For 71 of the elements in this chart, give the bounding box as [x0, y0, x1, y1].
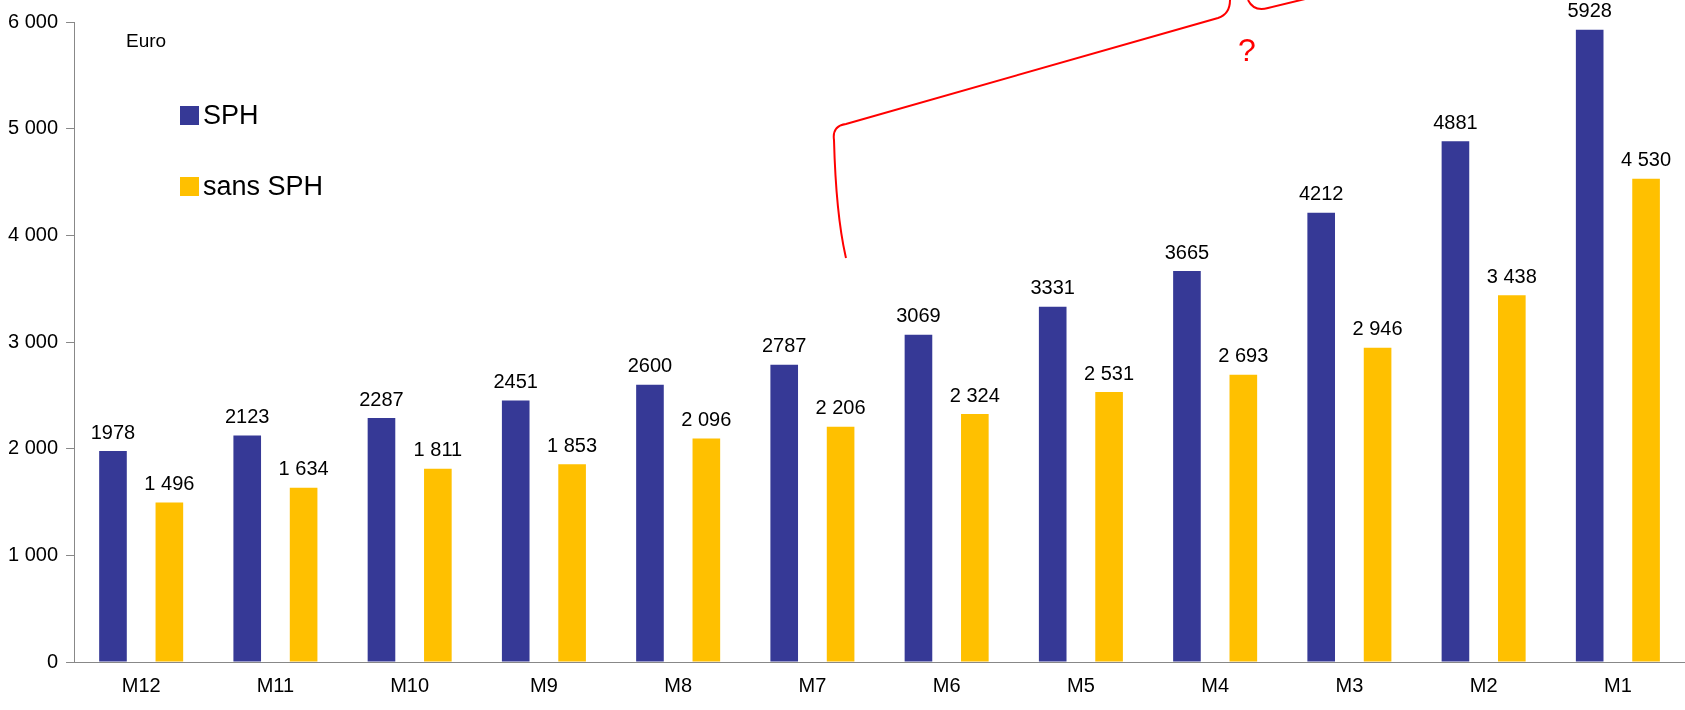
bar: [233, 435, 262, 662]
bar: [1363, 347, 1392, 662]
bar: [1441, 141, 1470, 662]
data-label: 4881: [1433, 110, 1478, 133]
bar: [155, 502, 184, 662]
x-tick-label: M4: [1201, 673, 1230, 696]
y-tick-label: 4 000: [7, 222, 59, 245]
bar: [961, 414, 989, 662]
data-label: 2 096: [681, 407, 732, 430]
data-label: 2123: [224, 405, 270, 428]
x-tick-label: M5: [1066, 673, 1095, 696]
bar: [636, 384, 664, 662]
bar: [367, 418, 396, 662]
data-label: 3331: [1030, 276, 1075, 299]
bar: [1575, 29, 1604, 662]
bar: [904, 334, 933, 662]
y-tick-label: 0: [46, 649, 59, 672]
bar: [1632, 178, 1660, 662]
data-label: 1 634: [278, 457, 329, 480]
x-tick-label: M12: [121, 673, 161, 696]
data-label: 1 853: [547, 433, 598, 456]
data-label: 1 496: [144, 471, 195, 494]
y-tick-label: 5 000: [7, 116, 59, 139]
x-tick-label: M1: [1603, 673, 1632, 696]
data-label: 3069: [896, 304, 941, 327]
x-tick-label: M11: [256, 673, 295, 696]
data-label: 2 324: [949, 383, 1000, 406]
data-label: 1 811: [413, 438, 463, 461]
data-label: 2451: [493, 370, 538, 393]
bar: [1498, 295, 1526, 662]
legend-label: SPH: [203, 100, 259, 131]
data-label: 3 438: [1486, 264, 1537, 287]
data-label: 4 530: [1621, 148, 1672, 171]
bar: [99, 451, 127, 662]
y-tick-label: 1 000: [7, 542, 59, 565]
bar: [289, 487, 318, 662]
x-tick-label: M7: [798, 673, 827, 696]
bar: [826, 426, 855, 662]
bar: [424, 468, 452, 662]
x-tick-label: M10: [390, 673, 430, 696]
data-label: 2 206: [815, 396, 866, 419]
x-tick-label: M9: [530, 673, 558, 696]
bar: [1229, 374, 1258, 662]
bar: [1307, 212, 1336, 662]
legend-label: sans SPH: [203, 171, 324, 202]
y-tick-label: 2 000: [7, 436, 59, 459]
data-label: 5928: [1567, 0, 1612, 22]
x-tick-label: M2: [1469, 673, 1498, 696]
data-label: 2 531: [1084, 361, 1135, 384]
data-label: 4212: [1298, 182, 1344, 205]
data-label: 2787: [761, 334, 807, 357]
bar: [1038, 306, 1067, 662]
y-tick-label: 6 000: [7, 9, 59, 32]
data-label: 2 946: [1352, 317, 1403, 340]
bar: [501, 400, 530, 662]
x-tick-label: M6: [932, 673, 961, 696]
bar: [1173, 271, 1201, 662]
x-tick-label: M3: [1335, 673, 1364, 696]
bar: [1095, 392, 1123, 662]
data-label: 2600: [627, 354, 673, 377]
bar: [770, 364, 799, 662]
y-tick-label: 3 000: [7, 329, 59, 352]
data-label: 2 693: [1218, 344, 1269, 367]
data-label: 2287: [359, 387, 404, 410]
bar: [692, 438, 721, 662]
x-tick-label: M8: [664, 673, 693, 696]
bar: [558, 464, 586, 662]
y-axis-title: Euro: [126, 30, 167, 52]
annotation: ?: [1238, 32, 1256, 69]
data-label: 1978: [90, 420, 136, 443]
data-label: 3665: [1164, 240, 1210, 263]
